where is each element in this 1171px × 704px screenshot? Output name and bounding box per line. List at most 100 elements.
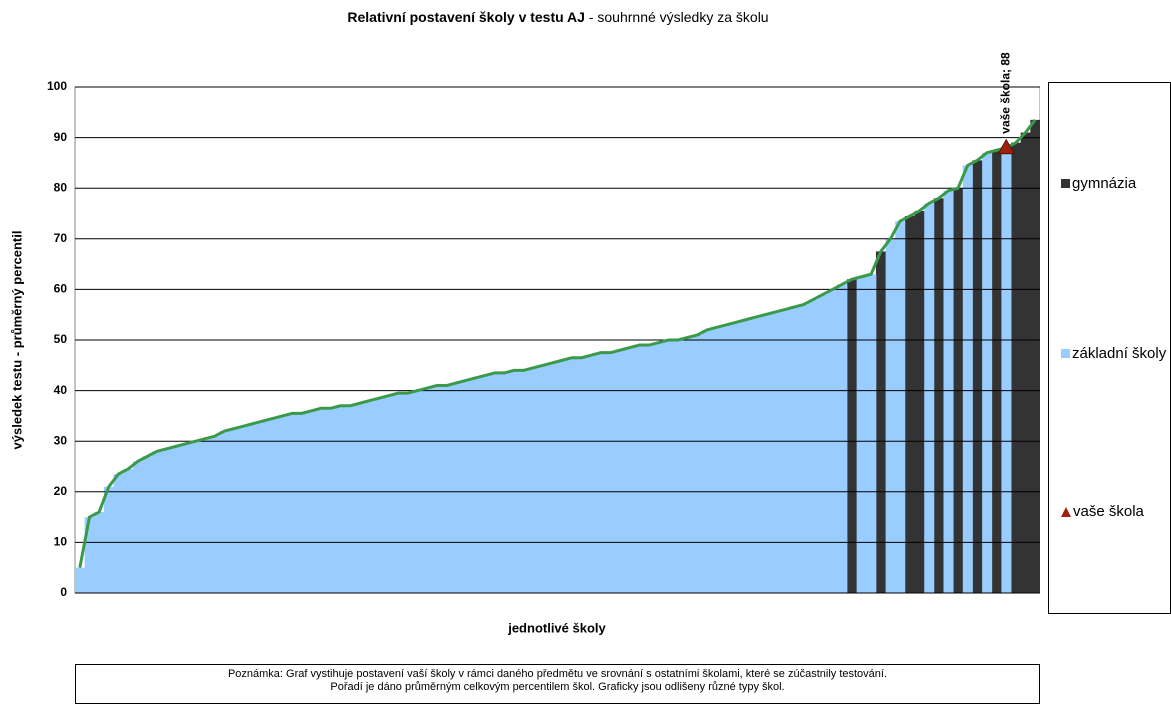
bar: [296, 413, 307, 593]
bar: [374, 398, 385, 593]
bar: [480, 375, 491, 593]
bar: [711, 327, 722, 593]
bar: [818, 294, 829, 593]
y-tick-label: 20: [54, 484, 68, 498]
bar: [393, 393, 404, 593]
bar: [470, 377, 481, 593]
bar: [856, 276, 867, 593]
bar: [596, 352, 607, 593]
bar: [200, 438, 211, 593]
bar: [171, 446, 182, 593]
bar: [808, 299, 819, 593]
bar: [441, 385, 452, 593]
y-axis-label: výsledek testu - průměrný percentil: [9, 231, 24, 450]
y-tick-label: 90: [54, 130, 68, 144]
x-axis-label: jednotlivé školy: [507, 620, 606, 635]
bar: [914, 210, 925, 593]
bar: [962, 165, 973, 593]
legend-swatch: [1061, 349, 1070, 358]
y-tick-label: 60: [54, 282, 68, 296]
bar: [538, 365, 549, 593]
bar: [142, 456, 153, 593]
bar: [325, 408, 336, 593]
bar: [132, 461, 143, 593]
bar: [702, 329, 713, 593]
bar: [779, 309, 790, 593]
bar: [1011, 142, 1022, 593]
y-tick-label: 50: [54, 332, 68, 346]
bar: [268, 418, 279, 593]
bar: [673, 340, 684, 593]
bar: [335, 405, 346, 593]
chart: Relativní postavení školy v testu AJ - s…: [9, 9, 1040, 635]
bar: [847, 279, 858, 593]
legend-label: vaše škola: [1073, 503, 1144, 520]
bar: [837, 284, 848, 593]
bar: [547, 362, 558, 593]
bar: [181, 443, 192, 593]
bar: [190, 441, 201, 593]
bar: [103, 486, 114, 593]
bar: [489, 372, 500, 593]
bar: [682, 337, 693, 593]
bar: [383, 395, 394, 593]
bar: [403, 393, 414, 593]
legend-label: gymnázia: [1072, 175, 1137, 192]
bar: [972, 160, 983, 593]
bar: [152, 451, 163, 593]
bar: [354, 403, 365, 593]
bar: [161, 448, 172, 593]
bar: [875, 251, 886, 593]
bar: [605, 352, 616, 593]
bar: [885, 238, 896, 594]
bar: [789, 307, 800, 593]
bar: [75, 567, 86, 593]
bar: [528, 367, 539, 593]
bar: [760, 314, 771, 593]
bar: [731, 322, 742, 593]
bar: [287, 413, 298, 593]
y-tick-label: 10: [54, 535, 68, 549]
bar: [982, 152, 993, 593]
y-tick-label: 80: [54, 180, 68, 194]
bar: [1020, 132, 1031, 594]
legend: gymnázia základní školy vaše škola: [1048, 82, 1171, 614]
bar: [113, 474, 124, 593]
bar: [654, 342, 665, 593]
bar: [499, 372, 510, 593]
bar: [239, 426, 250, 593]
y-tick-label: 40: [54, 383, 68, 397]
bar: [576, 357, 587, 593]
bar: [229, 428, 240, 593]
bar: [306, 410, 317, 593]
bar: [518, 370, 529, 593]
legend-swatch: [1061, 507, 1071, 517]
bar: [933, 198, 944, 593]
note: Poznámka: Graf vystihuje postavení vaší …: [75, 664, 1040, 704]
bar: [924, 203, 935, 593]
legend-entry: gymnázia: [1061, 175, 1136, 193]
data-label: vaše škola; 88: [998, 52, 1012, 134]
bar: [798, 304, 809, 593]
bar: [258, 420, 269, 593]
marker: [997, 138, 1016, 155]
bar: [740, 319, 751, 593]
bar: [943, 190, 954, 594]
legend-label: základní školy: [1072, 345, 1167, 362]
y-tick-label: 30: [54, 433, 68, 447]
bar: [451, 383, 462, 593]
bar: [461, 380, 472, 593]
bar: [1001, 147, 1012, 593]
bar: [364, 400, 375, 593]
y-tick-label: 70: [54, 231, 68, 245]
bar: [615, 350, 626, 593]
bar: [94, 512, 105, 593]
bar: [219, 431, 230, 593]
bar: [663, 340, 674, 593]
bar: [123, 469, 134, 593]
bar: [991, 150, 1002, 593]
bar: [509, 370, 520, 593]
bar: [316, 408, 327, 593]
bar: [634, 345, 645, 593]
